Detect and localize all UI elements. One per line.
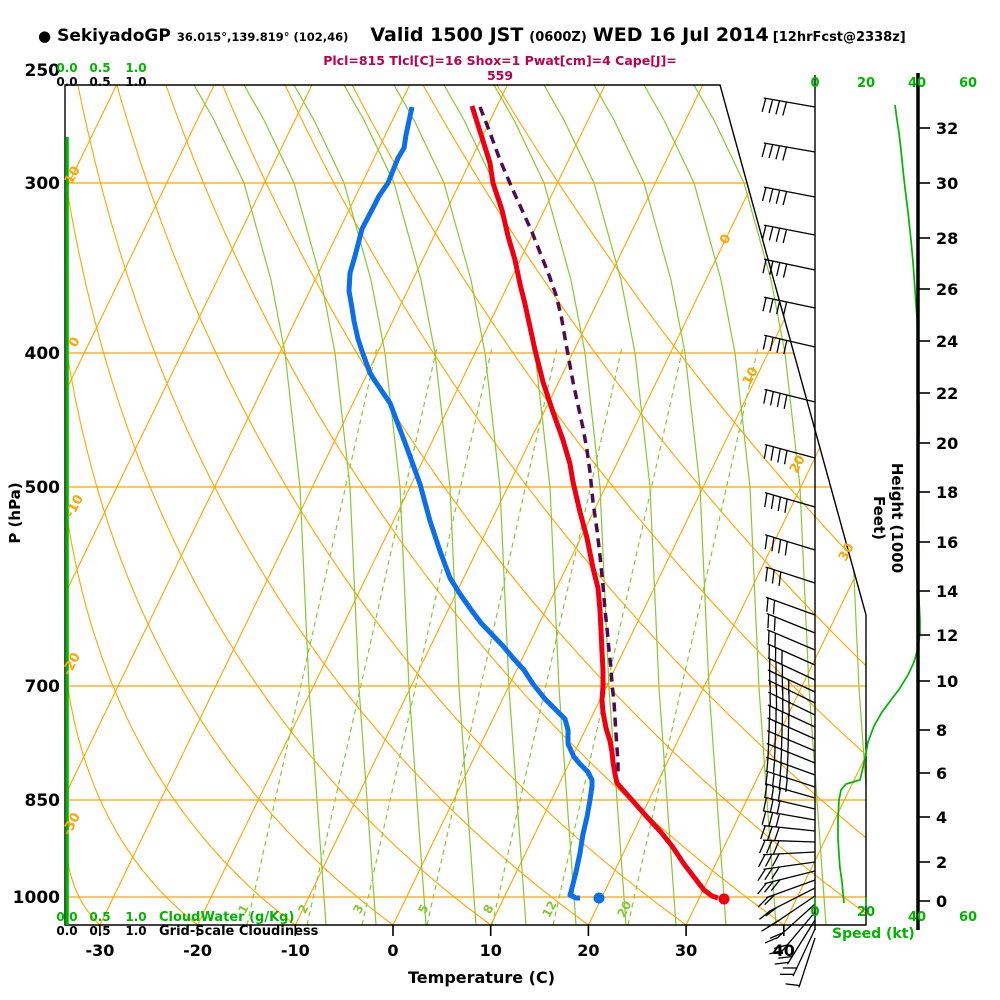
- cloudiness-axis-label: Grid-Scale Cloudiness: [159, 924, 319, 939]
- temperature-axis-label: Temperature (C): [408, 968, 556, 987]
- cloudwater-scale-bottom-label: 0.5: [89, 910, 110, 924]
- speed-scale-bottom-label: 40: [908, 910, 926, 925]
- pressure-tick-label: 400: [25, 344, 61, 364]
- isobars: [65, 182, 866, 898]
- station-bullet-icon: ●: [38, 27, 52, 45]
- height-tick-label: 14: [936, 582, 958, 601]
- height-tick-label: 8: [936, 721, 947, 740]
- dry-adiabat-label: -20: [60, 650, 84, 678]
- mixing-ratio-label: 12: [539, 898, 559, 919]
- speed-scale-top-label: 60: [959, 76, 977, 91]
- height-tick-label: 16: [936, 533, 958, 552]
- height-tick-label: 6: [936, 764, 947, 783]
- valid-utc: (0600Z): [529, 30, 587, 45]
- valid-time: Valid 1500 JST: [370, 24, 524, 46]
- speed-scale-top-label: 40: [908, 76, 926, 91]
- height-tick-label: 12: [936, 626, 958, 645]
- cloudwater-scale-bottom-label: 0.0: [56, 910, 77, 924]
- parcel-curve: [478, 106, 620, 775]
- isotherms: [65, 85, 866, 925]
- temp-tick-label: 0: [387, 941, 398, 960]
- forecast-tag: [12hrFcst@2338z]: [772, 30, 906, 45]
- valid-date: WED 16 Jul 2014: [592, 24, 769, 46]
- height-tick-label: 22: [936, 384, 958, 403]
- mixing-ratio-lines: [246, 346, 759, 925]
- temp-tick-label: 40: [773, 941, 795, 960]
- height-tick-label: 2: [936, 853, 947, 872]
- cloudiness-scale-top-label: 0.5: [89, 75, 110, 89]
- wind-speed-profile: [837, 104, 921, 904]
- height-tick-label: 24: [936, 332, 958, 351]
- isotherm-label: 0: [717, 232, 734, 247]
- cloudiness-scale-top-label: 0.0: [56, 75, 77, 89]
- pressure-tick-label: 300: [25, 174, 61, 194]
- chart-title: ● SekiyadoGP 36.015°,139.819° (102,46) Vali…: [38, 24, 906, 46]
- pressure-axis-label: P (hPa): [6, 482, 24, 544]
- stability-indices: Plcl=815 Tlcl[C]=16 Shox=1 Pwat[cm]=4 Ca…: [323, 53, 677, 83]
- speed-scale-bottom-label: 20: [857, 905, 875, 920]
- speed-scale-top-label: 0: [810, 76, 819, 91]
- height-tick-label: 10: [936, 672, 958, 691]
- cloudiness-scale-bottom-label: 0.0: [56, 924, 77, 938]
- speed-axis-label: Speed (kt): [832, 926, 915, 942]
- height-tick-label: 20: [936, 434, 958, 453]
- cloudiness-scale-bottom-label: 1.0: [125, 924, 146, 938]
- station-name: SekiyadoGP: [57, 26, 171, 46]
- cloudiness-scale-top-label: 1.0: [125, 75, 146, 89]
- dry-adiabat-label: -30: [60, 810, 84, 838]
- pressure-tick-label: 1000: [13, 888, 60, 908]
- surface-dewpoint-dot: [593, 892, 605, 904]
- cloudiness-scale-bottom-label: 0.5: [89, 924, 110, 938]
- cloudwater-scale-top-label: 0.5: [89, 61, 110, 75]
- isotherm-label: 20: [787, 453, 809, 476]
- pressure-tick-label: 250: [25, 61, 61, 81]
- pressure-tick-label: 500: [25, 478, 61, 498]
- cloudwater-axis-label: CloudWater (g/Kg): [159, 910, 295, 925]
- speed-scale-top-label: 20: [857, 76, 875, 91]
- height-tick-label: 30: [936, 174, 958, 193]
- dry-adiabats: [65, 85, 866, 925]
- height-tick-label: 26: [936, 280, 958, 299]
- mixing-ratio-label: 20: [614, 898, 634, 919]
- temperature-curve: [469, 105, 719, 901]
- station-coords: 36.015°,139.819° (102,46): [176, 30, 349, 44]
- temp-tick-label: -20: [183, 941, 212, 960]
- cloudwater-scale-top-label: 1.0: [125, 61, 146, 75]
- temp-tick-label: -30: [85, 941, 114, 960]
- height-tick-label: 18: [936, 483, 958, 502]
- height-tick-label: 0: [936, 892, 947, 911]
- cloudwater-scale-bottom-label: 1.0: [125, 910, 146, 924]
- height-tick-label: 32: [936, 119, 958, 138]
- pressure-tick-label: 850: [25, 791, 61, 811]
- plot-border: [64, 84, 867, 926]
- temp-tick-label: 20: [577, 941, 599, 960]
- temp-tick-label: 30: [675, 941, 697, 960]
- height-tick-label: 28: [936, 229, 958, 248]
- cloudwater-scale-top-label: 0.0: [56, 61, 77, 75]
- pressure-tick-label: 700: [25, 677, 61, 697]
- plot-area: [65, 85, 866, 925]
- dry-adiabat-label: 0: [66, 335, 83, 350]
- temp-tick-label: 10: [480, 941, 502, 960]
- speed-scale-bottom-label: 0: [810, 905, 819, 920]
- wind-barbs: [757, 97, 816, 988]
- isotherm-label: 10: [740, 365, 762, 388]
- isotherm-label: 30: [836, 541, 858, 564]
- dewpoint-curve: [346, 106, 595, 901]
- temp-tick-label: -10: [281, 941, 310, 960]
- height-axis-label: Height (1000 Feet): [870, 462, 906, 574]
- height-tick-label: 4: [936, 808, 947, 827]
- surface-temperature-dot: [718, 893, 730, 905]
- speed-scale-bottom-label: 60: [959, 910, 977, 925]
